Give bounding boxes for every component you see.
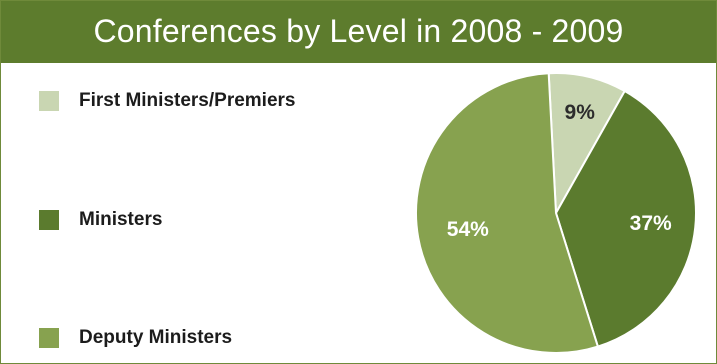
- pie-slice-first-ministers: [547, 72, 627, 217]
- pie-label-first-ministers: 9%: [565, 101, 596, 124]
- legend-swatch-first-ministers: [39, 91, 59, 111]
- pie-label-deputy-ministers: 54%: [447, 218, 489, 241]
- pie-slice-ministers: [554, 89, 697, 348]
- legend-label-first-ministers: First Ministers/Premiers: [79, 90, 296, 111]
- pie-slice-deputy-ministers: [415, 72, 600, 354]
- legend-label-deputy-ministers: Deputy Ministers: [79, 327, 233, 348]
- pie-label-ministers: 37%: [630, 212, 672, 235]
- chart-title: Conferences by Level in 2008 - 2009: [1, 1, 716, 63]
- legend-swatch-deputy-ministers: [39, 328, 59, 348]
- legend-swatch-ministers: [39, 210, 59, 230]
- legend-label-ministers: Ministers: [79, 209, 163, 230]
